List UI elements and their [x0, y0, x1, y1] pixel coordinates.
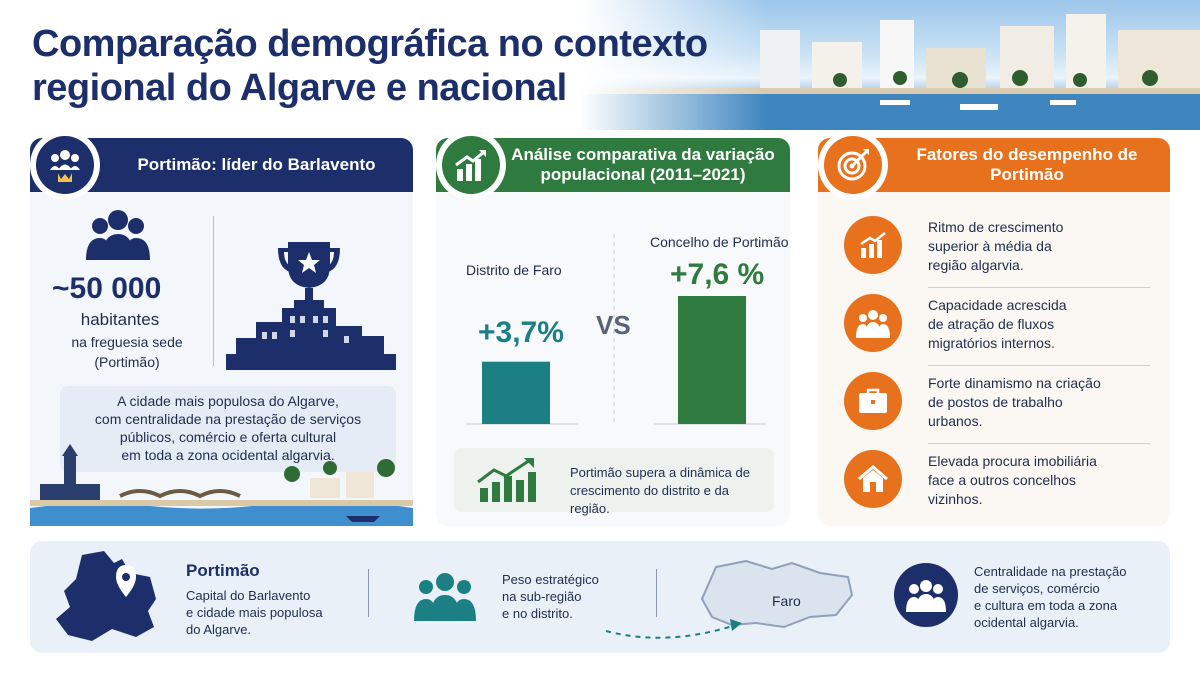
value-label-faro: +3,7% [478, 316, 564, 349]
divider [213, 216, 214, 366]
heading-line: populacional (2011–2021) [540, 165, 746, 184]
growth-chart-icon [844, 216, 902, 274]
population-note: na freguesia sede [71, 334, 183, 350]
portimao-map-icon [52, 549, 164, 650]
trophy-city-icon [226, 238, 396, 375]
capital-caption: Capital do Barlavento e cidade mais popu… [186, 587, 323, 638]
marina-photo [580, 0, 1200, 130]
description-line: A cidade mais populosa do Algarve, [117, 393, 339, 409]
factor-line: migratórios internos. [928, 335, 1055, 351]
factor-item: Forte dinamismo na criação de postos de t… [838, 366, 1150, 444]
summary-line: crescimento do distrito e da região. [570, 483, 729, 516]
bottom-summary-strip: Portimão Capital do Barlavento e cidade … [30, 541, 1170, 653]
divider [928, 287, 1150, 288]
population-unit: habitantes [80, 310, 160, 329]
factor-line: vizinhos. [928, 491, 983, 507]
badge [818, 130, 888, 200]
page-title: Comparação demográfica no contexto regio… [32, 23, 708, 109]
factor-line: Elevada procura imobiliária [928, 453, 1097, 469]
bar-portimao [678, 296, 746, 424]
divider [368, 569, 369, 617]
centrality-line: e cultura em toda a zona [974, 598, 1118, 613]
factor-item: Capacidade acrescida de atração de fluxos… [838, 288, 1150, 366]
caption-line: e cidade mais populosa [186, 605, 323, 620]
weight-line: Peso estratégico [502, 572, 599, 587]
centrality-line: de serviços, comércio [974, 581, 1100, 596]
people-crown-icon [36, 136, 94, 194]
badge [30, 130, 100, 200]
factor-text: Forte dinamismo na criação de postos de t… [928, 374, 1148, 431]
briefcase-icon [844, 372, 902, 430]
caption-line: Capital do Barlavento [186, 588, 311, 603]
factor-line: urbanos. [928, 413, 983, 429]
factor-line: superior à média da [928, 238, 1052, 254]
divider [928, 365, 1150, 366]
heading-line: Análise comparativa da variação [511, 145, 775, 164]
factor-line: Forte dinamismo na criação [928, 375, 1101, 391]
people-group-icon [414, 571, 476, 626]
badge [436, 130, 506, 200]
divider [928, 443, 1150, 444]
bar-label-portimao: Concelho de Portimão [650, 234, 789, 250]
factor-line: região algarvia. [928, 257, 1024, 273]
factor-text: Capacidade acrescida de atração de fluxos… [928, 296, 1148, 353]
divider [656, 569, 657, 617]
card-performance-factors: Fatores do desempenho de Portimão Ritmo … [818, 130, 1170, 526]
caption-line: do Algarve. [186, 622, 252, 637]
coastal-illustration [30, 438, 413, 531]
people-circle-icon [894, 563, 958, 627]
card-portimao-leader: Portimão: líder do Barlavento ~50 000 ha… [30, 130, 413, 526]
summary-text: Portimão supera a dinâmica de cresciment… [570, 464, 770, 518]
factor-line: de postos de trabalho [928, 394, 1063, 410]
centrality-text: Centralidade na prestação de serviços, c… [974, 563, 1127, 631]
strategic-weight-text: Peso estratégico na sub-região e no dist… [502, 571, 599, 622]
map-label-faro: Faro [772, 593, 801, 609]
people-group-icon [844, 294, 902, 352]
bottom-title: Portimão [186, 561, 260, 580]
header-banner: Comparação demográfica no contexto regio… [0, 0, 1200, 130]
people-icon [86, 208, 150, 265]
centrality-line: Centralidade na prestação [974, 564, 1127, 579]
factor-line: Ritmo de crescimento [928, 219, 1064, 235]
description-line: públicos, comércio e oferta cultural [119, 429, 337, 445]
target-icon [824, 136, 882, 194]
growth-chart-icon [442, 136, 500, 194]
bar-label-faro: Distrito de Faro [466, 262, 562, 278]
description-box: A cidade mais populosa do Algarve, com c… [60, 386, 396, 472]
value-label-portimao: +7,6 % [670, 258, 765, 291]
summary-line: Portimão supera a dinâmica de [570, 465, 750, 480]
description-line: em toda a zona ocidental algarvia. [121, 447, 335, 463]
bar-faro [482, 361, 550, 424]
factor-line: face a outros concelhos [928, 472, 1076, 488]
description-line: com centralidade na prestação de serviço… [94, 411, 362, 427]
population-value: ~50 000 [52, 272, 162, 305]
factor-line: Capacidade acrescida [928, 297, 1067, 313]
versus-label: VS [596, 310, 631, 340]
population-note: (Portimão) [94, 354, 160, 370]
weight-line: e no distrito. [502, 606, 573, 621]
summary-note: Portimão supera a dinâmica de cresciment… [454, 448, 774, 516]
weight-line: na sub-região [502, 589, 582, 604]
house-icon [844, 450, 902, 508]
factor-line: de atração de fluxos [928, 316, 1055, 332]
factor-item: Ritmo de crescimento superior à média da r… [838, 210, 1150, 288]
factor-text: Ritmo de crescimento superior à média da r… [928, 218, 1148, 275]
card-population-variation: Análise comparativa da variação populacio… [436, 130, 790, 526]
growth-trend-icon [476, 458, 540, 507]
factor-text: Elevada procura imobiliária face a outros… [928, 452, 1148, 509]
algarve-map [596, 555, 860, 650]
factor-item: Elevada procura imobiliária face a outros… [838, 444, 1150, 522]
centrality-line: ocidental algarvia. [974, 615, 1079, 630]
